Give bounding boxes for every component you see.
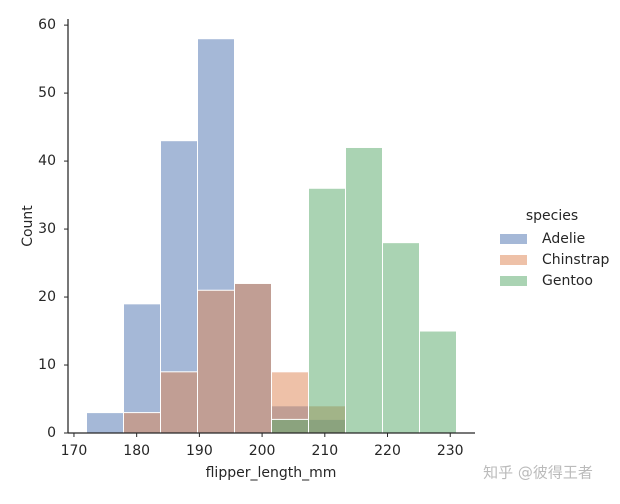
y-tick-label: 50 — [38, 85, 56, 101]
histogram-bar — [382, 242, 420, 434]
histogram-bar — [160, 371, 198, 434]
x-tick-label: 230 — [437, 443, 464, 459]
x-tick-label: 170 — [61, 443, 88, 459]
histogram-bar — [271, 418, 309, 434]
x-axis-label: flipper_length_mm — [206, 465, 337, 481]
histogram-bar — [86, 412, 124, 434]
histogram-bar — [123, 303, 161, 434]
y-tick-label: 20 — [38, 289, 56, 305]
y-tick-label: 40 — [38, 153, 56, 169]
legend-label: Adelie — [542, 231, 585, 247]
watermark: 知乎 @彼得王者 — [483, 464, 593, 482]
histogram-bar — [345, 146, 383, 434]
histogram-bar — [308, 187, 346, 434]
x-tick-label: 190 — [186, 443, 213, 459]
y-tick-label: 60 — [38, 17, 56, 33]
histogram-bar — [419, 330, 457, 434]
legend-label: Chinstrap — [542, 252, 610, 268]
histogram-bar — [197, 289, 235, 434]
legend-swatch — [500, 276, 527, 286]
histogram-bar — [234, 282, 272, 434]
legend-swatch — [500, 234, 527, 244]
legend-title: species — [526, 208, 578, 224]
y-tick-label: 30 — [38, 221, 56, 237]
histogram-bar — [123, 412, 161, 434]
y-axis-label: Count — [20, 205, 36, 247]
x-tick-label: 200 — [249, 443, 276, 459]
x-tick-label: 220 — [374, 443, 401, 459]
x-tick-label: 210 — [311, 443, 338, 459]
y-tick-label: 0 — [47, 425, 56, 441]
legend-swatch — [500, 255, 527, 265]
x-tick-label: 180 — [123, 443, 150, 459]
y-tick-label: 10 — [38, 357, 56, 373]
legend-label: Gentoo — [542, 273, 593, 289]
